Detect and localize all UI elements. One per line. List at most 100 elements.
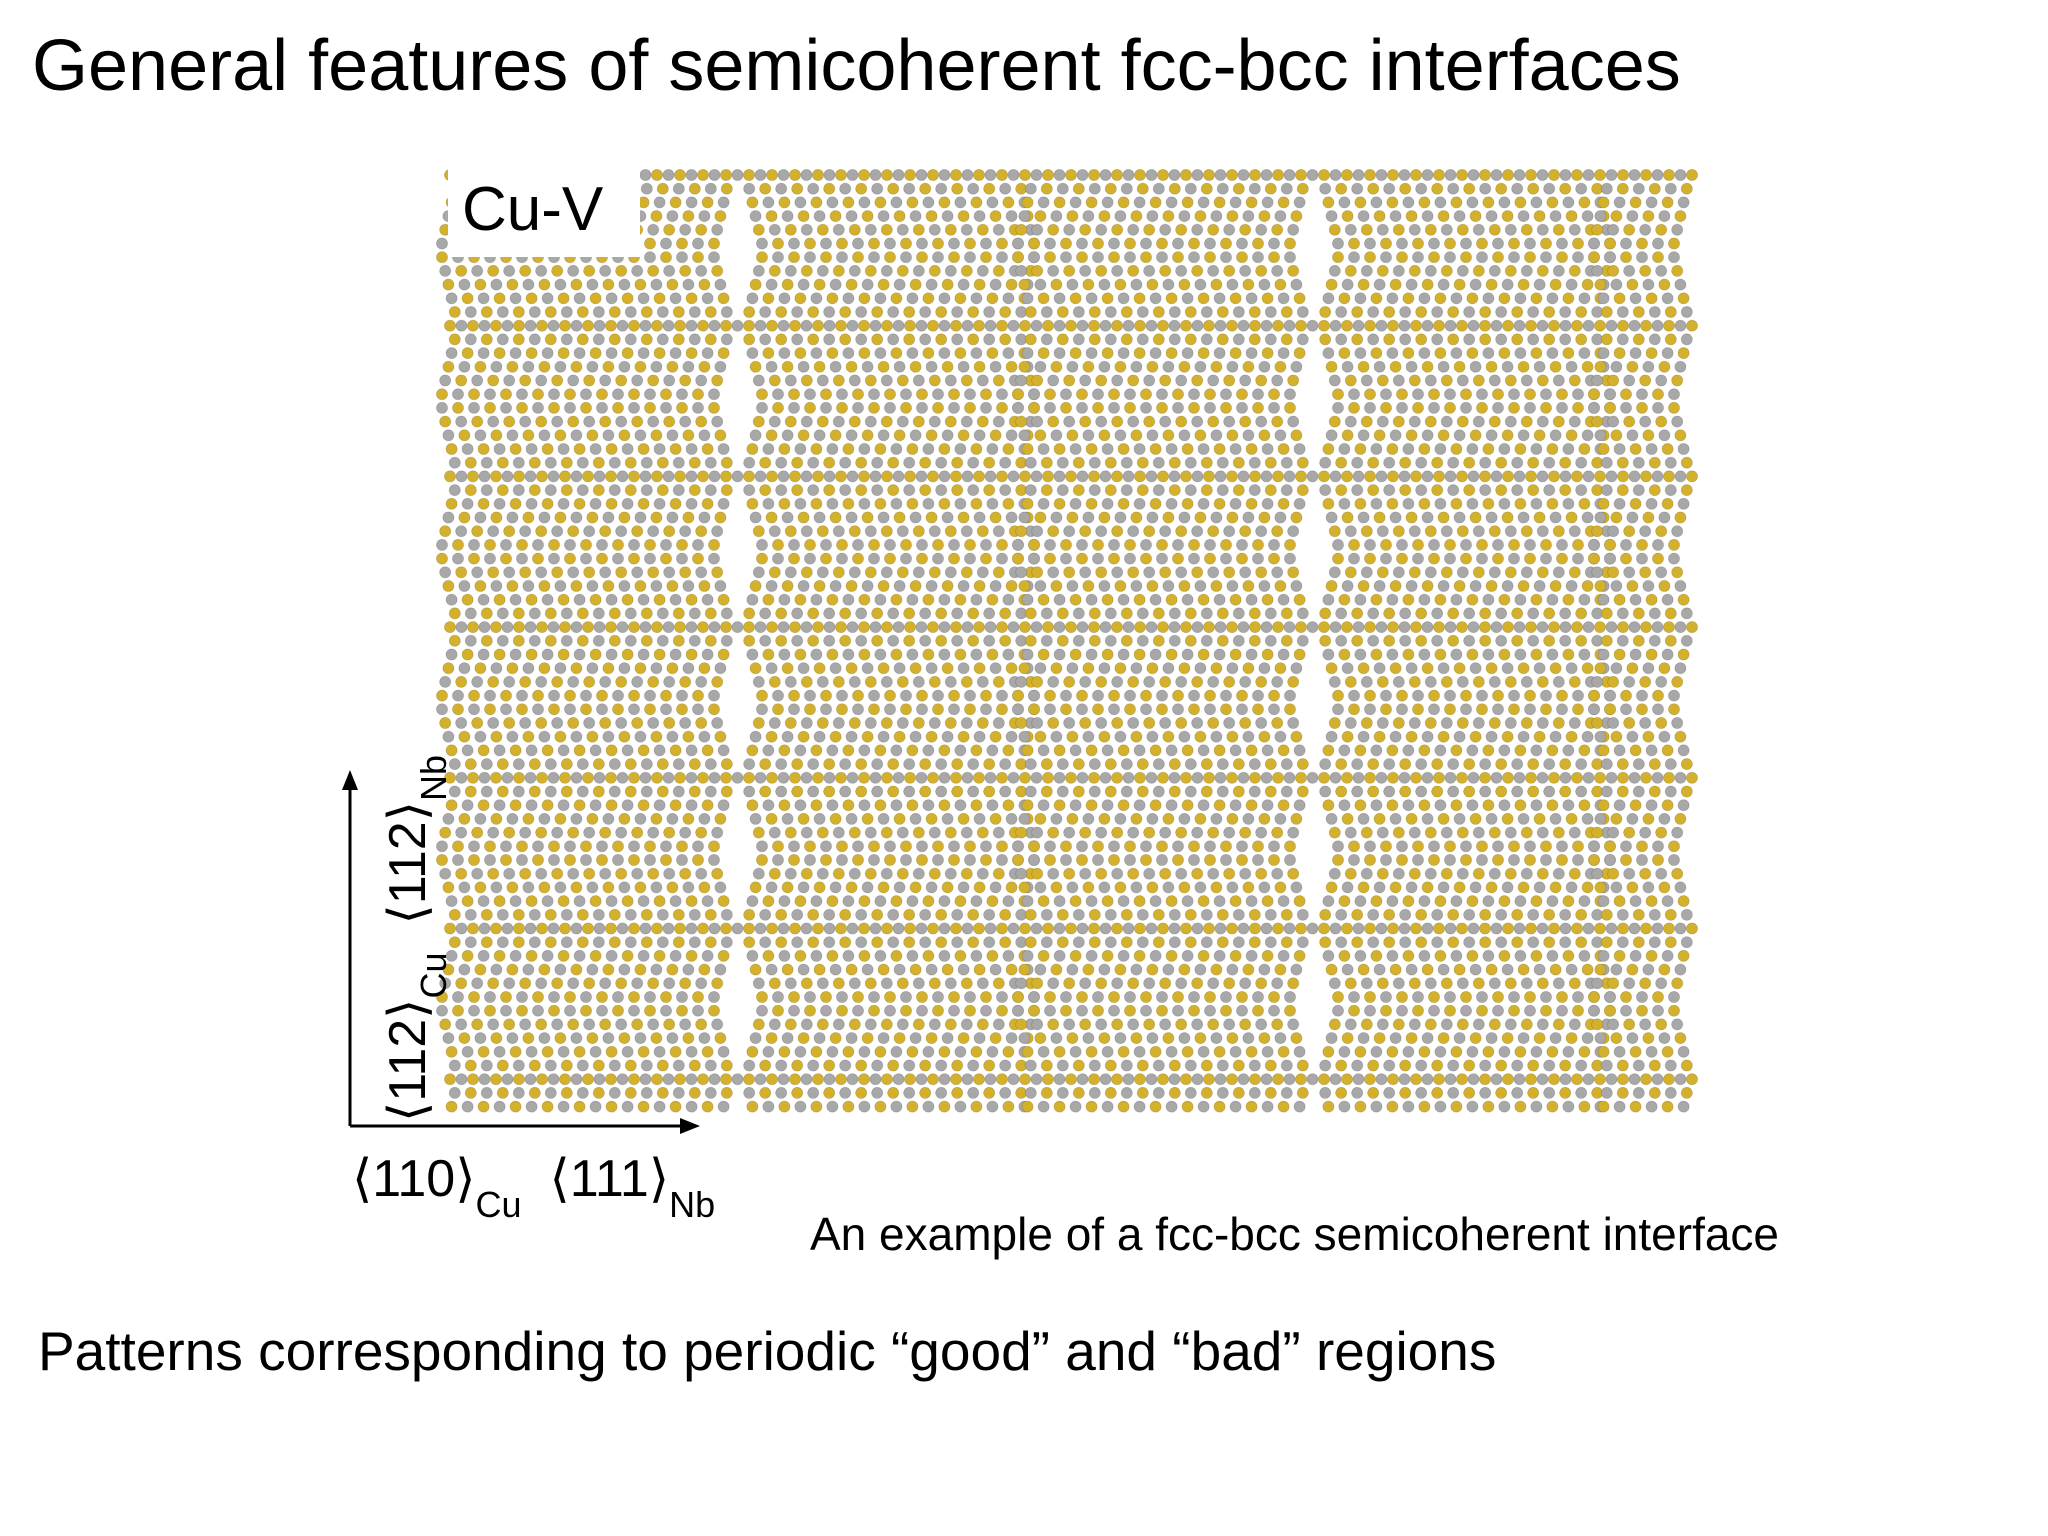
atom [887, 182, 900, 195]
atom [1571, 922, 1584, 935]
atom [1485, 360, 1498, 373]
atom [823, 908, 836, 921]
atom [861, 963, 874, 976]
atom [1408, 264, 1421, 277]
atom [1191, 621, 1204, 634]
atom [458, 881, 471, 894]
atom [941, 580, 954, 593]
atom [1540, 401, 1553, 414]
atom [1668, 552, 1681, 565]
atom [471, 525, 484, 538]
atom [1628, 771, 1641, 784]
atom [903, 908, 916, 921]
atom [1354, 442, 1367, 455]
atom [509, 593, 522, 606]
atom [1421, 922, 1434, 935]
atom [676, 840, 689, 853]
atom [1021, 442, 1034, 455]
atom [932, 840, 945, 853]
atom [848, 374, 861, 387]
atom [909, 730, 922, 743]
atom [461, 744, 474, 757]
atom [1348, 388, 1361, 401]
atom [1293, 648, 1306, 661]
atom [1533, 881, 1546, 894]
atom [829, 511, 842, 524]
atom [789, 319, 802, 332]
atom [1322, 744, 1335, 757]
atom [435, 251, 448, 264]
atom [1418, 497, 1431, 510]
atom [1236, 1004, 1249, 1017]
atom [1136, 484, 1149, 497]
atom [1210, 881, 1223, 894]
atom [1156, 401, 1169, 414]
atom [1536, 977, 1549, 990]
atom [1546, 347, 1559, 360]
atom [720, 607, 733, 620]
atom [749, 210, 762, 223]
atom [1466, 799, 1479, 812]
atom [615, 264, 628, 277]
atom [1248, 333, 1261, 346]
atom [1252, 538, 1265, 551]
atom [816, 867, 829, 880]
atom [1082, 812, 1095, 825]
atom [669, 347, 682, 360]
atom [448, 456, 461, 469]
atom [976, 826, 989, 839]
atom [1207, 867, 1220, 880]
atom [922, 442, 935, 455]
atom [1229, 593, 1242, 606]
atom [1677, 442, 1690, 455]
atom [541, 442, 554, 455]
atom [826, 593, 839, 606]
atom [698, 511, 711, 524]
atom [499, 1004, 512, 1017]
atom [842, 497, 855, 510]
atom [1015, 415, 1028, 428]
atom [868, 1004, 881, 1017]
atom [1367, 634, 1380, 647]
atom [653, 442, 666, 455]
atom [720, 922, 733, 935]
atom [1677, 744, 1690, 757]
atom [1453, 662, 1466, 675]
atom [1588, 552, 1601, 565]
atom [1283, 168, 1296, 181]
atom [1284, 689, 1297, 702]
atom [1133, 799, 1146, 812]
atom [1204, 840, 1217, 853]
atom [711, 566, 724, 579]
atom [1424, 415, 1437, 428]
atom [1053, 799, 1066, 812]
atom [1530, 949, 1543, 962]
atom [1053, 621, 1066, 634]
atom [586, 730, 599, 743]
atom [490, 662, 503, 675]
atom [1264, 908, 1277, 921]
atom [816, 374, 829, 387]
atom [746, 442, 759, 455]
atom [954, 593, 967, 606]
atom [1651, 470, 1664, 483]
atom [820, 401, 833, 414]
atom [1364, 991, 1377, 1004]
atom [1639, 977, 1652, 990]
atom [915, 319, 928, 332]
atom [704, 333, 717, 346]
atom [435, 552, 448, 565]
atom [1060, 840, 1073, 853]
atom [820, 538, 833, 551]
atom [1629, 799, 1642, 812]
atom [1188, 840, 1201, 853]
atom [1120, 758, 1133, 771]
atom [756, 703, 769, 716]
atom [1274, 812, 1287, 825]
atom [1079, 223, 1092, 236]
atom [1143, 826, 1156, 839]
atom [548, 689, 561, 702]
atom [756, 1004, 769, 1017]
atom [1092, 237, 1105, 250]
atom [861, 730, 874, 743]
